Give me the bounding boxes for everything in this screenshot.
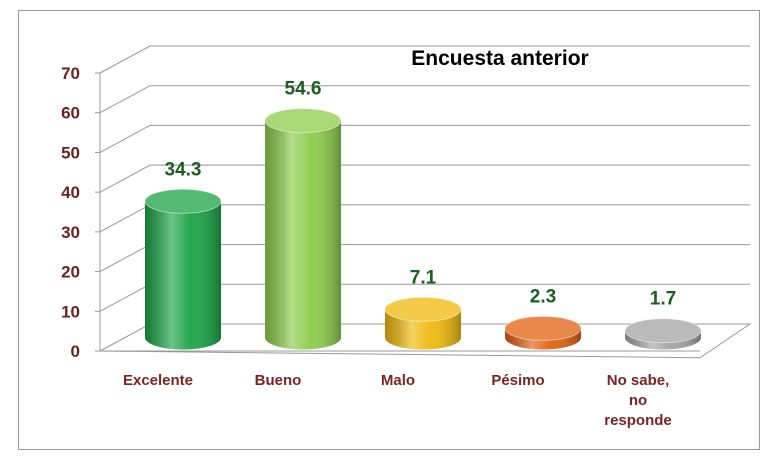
value-label: 7.1 <box>410 267 437 288</box>
bar-top <box>624 318 702 344</box>
bar-top-light <box>265 108 341 133</box>
x-tick-label: Excelente <box>123 372 193 389</box>
grid-line <box>99 85 750 114</box>
bar-top-light <box>385 297 461 322</box>
bar-shade <box>385 309 461 350</box>
y-tick-label: 40 <box>61 183 80 202</box>
bar <box>264 108 342 350</box>
x-tick-label: Pésimo <box>491 372 544 389</box>
y-tick-label: 0 <box>71 342 80 361</box>
bar-top <box>504 315 582 341</box>
grid-line <box>99 45 750 74</box>
bar-top <box>144 188 222 214</box>
frame <box>18 10 760 450</box>
y-tick-label: 20 <box>61 263 80 282</box>
bar <box>384 296 462 350</box>
bar-shade <box>625 330 701 350</box>
bar <box>504 315 582 350</box>
x-tick-label: Bueno <box>255 372 302 389</box>
grid-line <box>99 124 750 153</box>
y-tick-label: 10 <box>61 302 80 321</box>
bar <box>144 188 222 350</box>
bar-shade <box>145 201 222 350</box>
bar-top-light <box>505 316 581 341</box>
grid-line <box>99 164 750 193</box>
x-tick-label: Malo <box>381 372 415 389</box>
floor <box>98 323 752 359</box>
y-tick-label: 60 <box>61 104 80 123</box>
y-tick-label: 30 <box>61 223 80 242</box>
bar-shade <box>505 328 581 350</box>
y-tick-label: 70 <box>61 64 80 83</box>
bar-top <box>384 296 462 322</box>
value-label: 2.3 <box>530 286 556 307</box>
value-label: 34.3 <box>165 159 202 180</box>
value-label: 1.7 <box>650 289 676 310</box>
bar-top-light <box>145 189 221 214</box>
bar-top <box>264 108 342 134</box>
x-tick-label: No sabe, no responde <box>604 372 672 429</box>
bar <box>624 318 702 350</box>
y-tick-label: 50 <box>61 143 80 162</box>
bar-top-light <box>625 318 701 343</box>
chart-title: Encuesta anterior <box>411 47 588 70</box>
value-label: 54.6 <box>285 79 322 100</box>
bar-shade <box>265 120 341 350</box>
